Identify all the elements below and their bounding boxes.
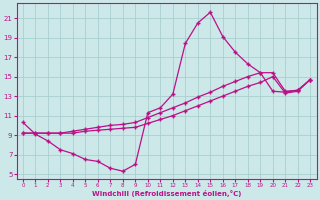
X-axis label: Windchill (Refroidissement éolien,°C): Windchill (Refroidissement éolien,°C) xyxy=(92,190,241,197)
